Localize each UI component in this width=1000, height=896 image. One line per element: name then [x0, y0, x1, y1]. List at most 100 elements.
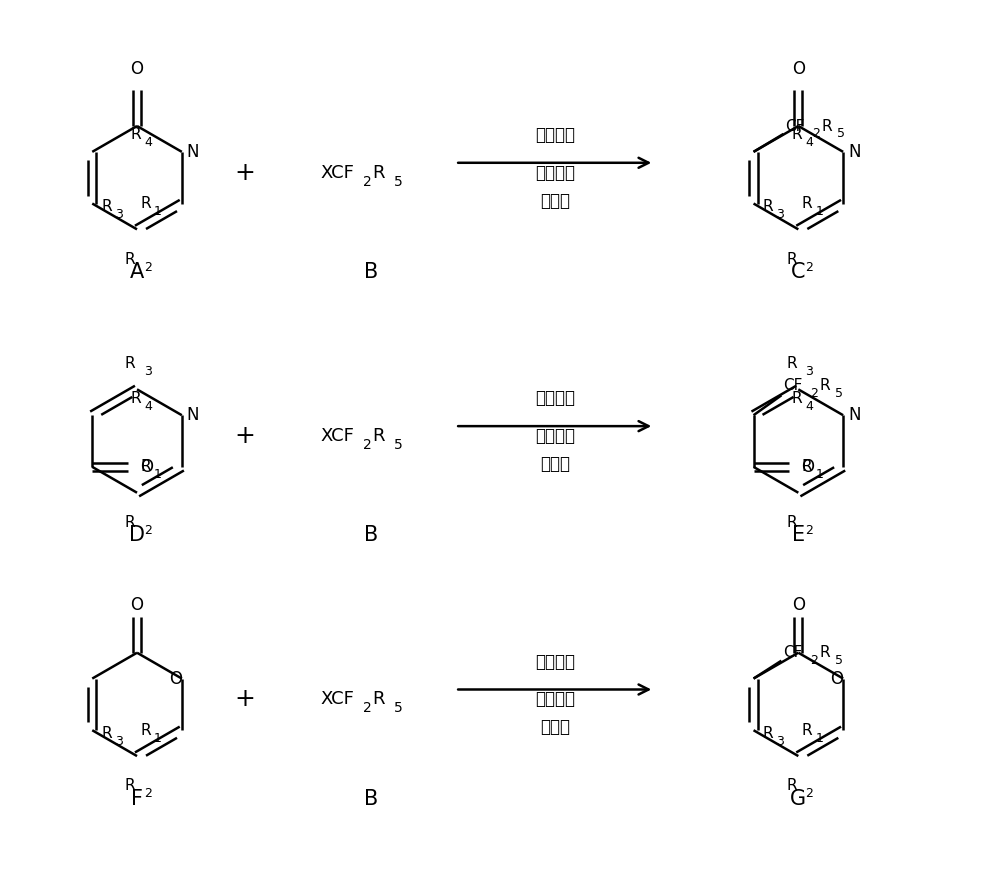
Text: XCF: XCF [320, 691, 354, 709]
Text: R: R [373, 691, 385, 709]
Text: O: O [131, 60, 144, 78]
Text: O: O [131, 596, 144, 614]
Text: 5: 5 [394, 702, 402, 715]
Text: D: D [129, 525, 145, 546]
Text: R: R [801, 196, 812, 211]
Text: A: A [130, 263, 144, 282]
Text: R: R [101, 726, 112, 741]
Text: R: R [791, 391, 802, 406]
Text: 碘，溶剑: 碘，溶剑 [535, 691, 575, 709]
Text: 5: 5 [835, 654, 843, 668]
Text: F: F [131, 788, 143, 809]
Text: +: + [234, 687, 255, 711]
Text: 2: 2 [363, 175, 372, 189]
Text: CF: CF [783, 378, 803, 392]
Text: C: C [791, 263, 806, 282]
Text: R: R [125, 252, 135, 267]
Text: +: + [234, 424, 255, 448]
Text: R: R [101, 199, 112, 214]
Text: 1: 1 [154, 732, 162, 745]
Text: 2: 2 [812, 127, 820, 141]
Text: 5: 5 [835, 387, 843, 400]
Text: R: R [786, 252, 797, 267]
Text: R: R [819, 645, 830, 660]
Text: 光催化剑: 光催化剑 [535, 126, 575, 144]
Text: 2: 2 [805, 524, 813, 537]
Text: R: R [786, 356, 797, 371]
Text: N: N [187, 406, 199, 424]
Text: B: B [364, 263, 378, 282]
Text: R: R [130, 391, 141, 406]
Text: 2: 2 [805, 788, 813, 800]
Text: 4: 4 [805, 400, 813, 413]
Text: 光照下: 光照下 [540, 192, 570, 210]
Text: 碘，溶剑: 碘，溶剑 [535, 427, 575, 445]
Text: R: R [801, 723, 812, 737]
Text: R: R [140, 723, 151, 737]
Text: O: O [792, 60, 805, 78]
Text: R: R [763, 726, 773, 741]
Text: E: E [792, 525, 805, 546]
Text: O: O [830, 669, 843, 687]
Text: 3: 3 [115, 735, 123, 747]
Text: 2: 2 [144, 261, 152, 273]
Text: 1: 1 [815, 469, 823, 481]
Text: XCF: XCF [320, 427, 354, 445]
Text: 2: 2 [363, 702, 372, 715]
Text: 2: 2 [144, 524, 152, 537]
Text: R: R [801, 460, 812, 474]
Text: O: O [792, 596, 805, 614]
Text: 1: 1 [815, 205, 823, 218]
Text: 1: 1 [815, 732, 823, 745]
Text: 2: 2 [805, 261, 813, 273]
Text: R: R [819, 378, 830, 392]
Text: R: R [125, 515, 135, 530]
Text: 2: 2 [810, 654, 818, 668]
Text: 4: 4 [144, 400, 152, 413]
Text: R: R [786, 515, 797, 530]
Text: R: R [821, 118, 832, 134]
Text: 3: 3 [805, 365, 813, 378]
Text: R: R [763, 199, 773, 214]
Text: O: O [169, 669, 182, 687]
Text: R: R [791, 127, 802, 142]
Text: 4: 4 [144, 136, 152, 150]
Text: 光催化剑: 光催化剑 [535, 652, 575, 671]
Text: CF: CF [785, 118, 805, 134]
Text: 2: 2 [363, 438, 372, 452]
Text: 3: 3 [776, 208, 784, 221]
Text: N: N [848, 406, 861, 424]
Text: R: R [130, 127, 141, 142]
Text: B: B [364, 525, 378, 546]
Text: N: N [848, 142, 861, 161]
Text: 3: 3 [115, 208, 123, 221]
Text: R: R [140, 196, 151, 211]
Text: 3: 3 [144, 365, 152, 378]
Text: CF: CF [783, 645, 803, 660]
Text: 光照下: 光照下 [540, 719, 570, 737]
Text: 1: 1 [154, 205, 162, 218]
Text: R: R [373, 164, 385, 182]
Text: 4: 4 [805, 136, 813, 150]
Text: 5: 5 [837, 127, 845, 141]
Text: O: O [140, 458, 153, 476]
Text: 3: 3 [776, 735, 784, 747]
Text: XCF: XCF [320, 164, 354, 182]
Text: O: O [801, 458, 814, 476]
Text: R: R [786, 779, 797, 793]
Text: 光催化剑: 光催化剑 [535, 389, 575, 408]
Text: G: G [790, 788, 806, 809]
Text: N: N [187, 142, 199, 161]
Text: 光照下: 光照下 [540, 455, 570, 473]
Text: 1: 1 [154, 469, 162, 481]
Text: 2: 2 [144, 788, 152, 800]
Text: R: R [125, 356, 135, 371]
Text: 2: 2 [810, 387, 818, 400]
Text: R: R [140, 460, 151, 474]
Text: +: + [234, 160, 255, 185]
Text: 5: 5 [394, 438, 402, 452]
Text: 碘，溶剑: 碘，溶剑 [535, 164, 575, 182]
Text: R: R [125, 779, 135, 793]
Text: 5: 5 [394, 175, 402, 189]
Text: R: R [373, 427, 385, 445]
